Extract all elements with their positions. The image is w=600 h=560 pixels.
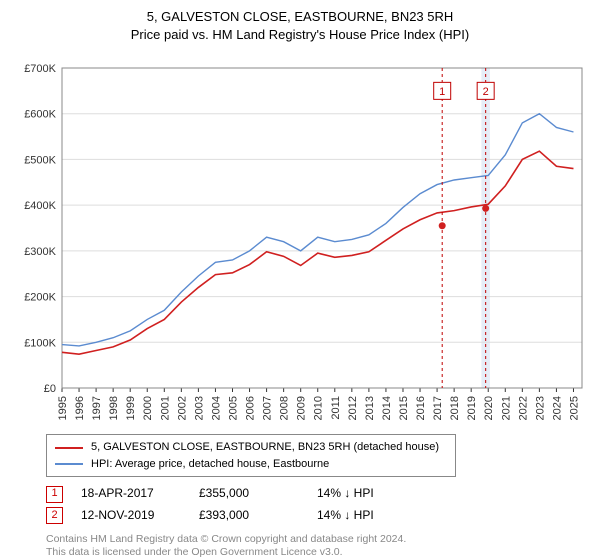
svg-text:£600K: £600K	[24, 109, 56, 121]
svg-text:1997: 1997	[91, 396, 103, 420]
svg-text:2018: 2018	[449, 396, 461, 420]
svg-text:2021: 2021	[500, 396, 512, 420]
svg-text:1998: 1998	[108, 396, 120, 420]
title-line2: Price paid vs. HM Land Registry's House …	[12, 26, 588, 44]
svg-text:2013: 2013	[364, 396, 376, 420]
svg-text:2004: 2004	[210, 396, 222, 420]
footer-attribution: Contains HM Land Registry data © Crown c…	[46, 533, 588, 560]
svg-text:£500K: £500K	[24, 155, 56, 167]
svg-text:2015: 2015	[398, 396, 410, 420]
footer-line1: Contains HM Land Registry data © Crown c…	[46, 533, 588, 547]
svg-text:2016: 2016	[415, 396, 427, 420]
sale-price: £393,000	[199, 505, 299, 527]
title-line1: 5, GALVESTON CLOSE, EASTBOURNE, BN23 5RH	[12, 8, 588, 26]
sale-date: 18-APR-2017	[81, 483, 181, 505]
svg-text:2007: 2007	[262, 396, 274, 420]
svg-text:2000: 2000	[142, 396, 154, 420]
svg-text:2006: 2006	[245, 396, 257, 420]
svg-text:£700K: £700K	[24, 63, 56, 75]
chart-area: £0 £100K £200K £300K £400K £500K £600K £700K 199…	[12, 48, 588, 428]
sale-delta: 14% ↓ HPI	[317, 505, 417, 527]
svg-text:£400K: £400K	[24, 201, 56, 213]
svg-text:2023: 2023	[534, 396, 546, 420]
footer-line2: This data is licensed under the Open Gov…	[46, 546, 588, 560]
sale-date: 12-NOV-2019	[81, 505, 181, 527]
legend: 5, GALVESTON CLOSE, EASTBOURNE, BN23 5RH…	[46, 434, 456, 477]
svg-text:1996: 1996	[74, 396, 86, 420]
sale-row: 1 18-APR-2017 £355,000 14% ↓ HPI	[46, 483, 588, 505]
legend-swatch	[55, 463, 83, 465]
legend-label: HPI: Average price, detached house, East…	[91, 456, 329, 473]
svg-text:£200K: £200K	[24, 292, 56, 304]
svg-text:2014: 2014	[381, 396, 393, 420]
legend-swatch	[55, 447, 83, 449]
svg-text:2011: 2011	[330, 396, 342, 420]
legend-label: 5, GALVESTON CLOSE, EASTBOURNE, BN23 5RH…	[91, 439, 439, 456]
svg-text:2022: 2022	[517, 396, 529, 420]
svg-text:2019: 2019	[466, 396, 478, 420]
svg-text:2010: 2010	[313, 396, 325, 420]
svg-text:1995: 1995	[57, 396, 69, 420]
svg-text:2024: 2024	[551, 396, 563, 420]
svg-text:2005: 2005	[227, 396, 239, 420]
svg-text:2012: 2012	[347, 396, 359, 420]
sale-price: £355,000	[199, 483, 299, 505]
svg-text:2002: 2002	[176, 396, 188, 420]
line-chart: £0 £100K £200K £300K £400K £500K £600K £700K 199…	[12, 48, 588, 428]
svg-text:£100K: £100K	[24, 338, 56, 350]
sale-marker: 2	[46, 507, 63, 524]
legend-row: 5, GALVESTON CLOSE, EASTBOURNE, BN23 5RH…	[55, 439, 447, 456]
sales-table: 1 18-APR-2017 £355,000 14% ↓ HPI 2 12-NOV-201…	[46, 483, 588, 526]
svg-text:2008: 2008	[279, 396, 291, 420]
svg-text:1: 1	[439, 86, 445, 98]
svg-text:2017: 2017	[432, 396, 444, 420]
svg-text:£0: £0	[44, 383, 56, 395]
sale-row: 2 12-NOV-2019 £393,000 14% ↓ HPI	[46, 505, 588, 527]
svg-text:£300K: £300K	[24, 246, 56, 258]
svg-text:2025: 2025	[568, 396, 580, 420]
svg-text:2020: 2020	[483, 396, 495, 420]
svg-text:2001: 2001	[159, 396, 171, 420]
svg-text:2: 2	[483, 86, 489, 98]
sale-delta: 14% ↓ HPI	[317, 483, 417, 505]
svg-text:2003: 2003	[193, 396, 205, 420]
sale-marker: 1	[46, 486, 63, 503]
legend-row: HPI: Average price, detached house, East…	[55, 456, 447, 473]
svg-text:1999: 1999	[125, 396, 137, 420]
chart-title: 5, GALVESTON CLOSE, EASTBOURNE, BN23 5RH…	[12, 8, 588, 44]
svg-text:2009: 2009	[296, 396, 308, 420]
